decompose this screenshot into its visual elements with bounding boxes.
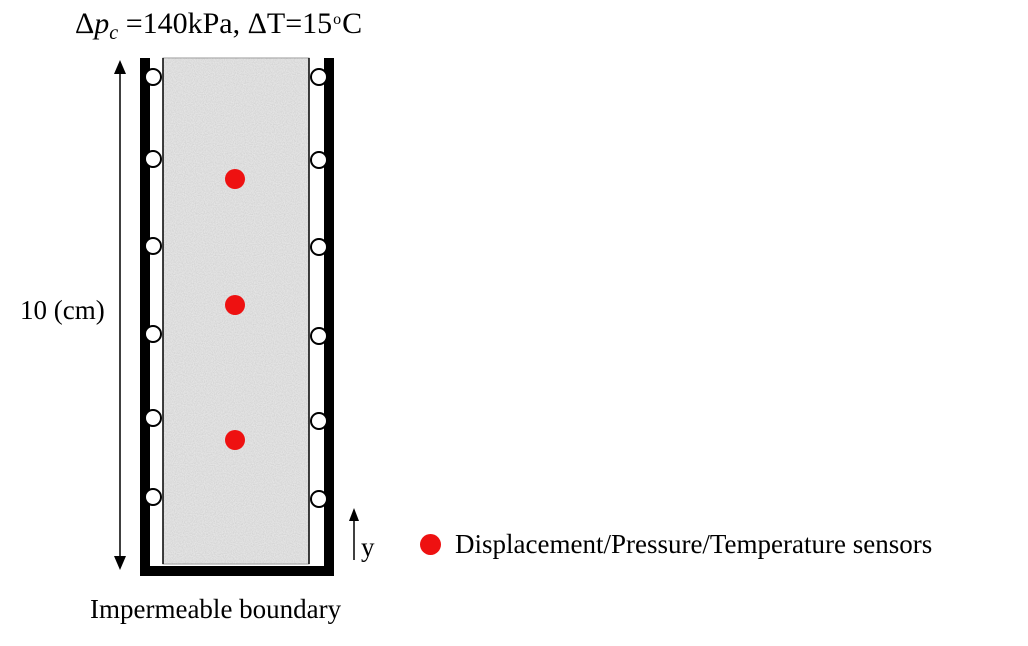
legend-sensor-marker: [420, 533, 441, 555]
boundary-circle: [310, 238, 328, 256]
boundary-circle: [144, 488, 162, 506]
legend-text: Displacement/Pressure/Temperature sensor…: [455, 529, 933, 559]
sensor-bottom: [225, 430, 245, 450]
boundary-circle: [144, 68, 162, 86]
sensor-middle: [225, 295, 245, 315]
y-axis-arrow: [349, 508, 359, 560]
height-label: 10 (cm): [20, 295, 105, 325]
right-boundary-circles: [310, 68, 328, 508]
load-condition-label: Δpc =140kPa, ΔT=15oC: [75, 7, 363, 44]
height-dimension-arrow: [114, 60, 126, 570]
impermeable-boundary-label: Impermeable boundary: [90, 594, 342, 624]
boundary-circle: [310, 327, 328, 345]
left-wall: [140, 58, 150, 574]
left-boundary-circles: [144, 68, 162, 506]
boundary-circle: [310, 151, 328, 169]
boundary-circle: [144, 325, 162, 343]
right-wall: [324, 58, 334, 574]
boundary-circle: [144, 237, 162, 255]
legend: Displacement/Pressure/Temperature sensor…: [420, 528, 932, 560]
y-axis-label: y: [361, 532, 375, 562]
sensor-top: [225, 169, 245, 189]
boundary-circle: [144, 150, 162, 168]
boundary-circle: [310, 68, 328, 86]
boundary-circle: [310, 412, 328, 430]
boundary-circle: [310, 490, 328, 508]
impermeable-base: [140, 566, 334, 576]
boundary-circle: [144, 409, 162, 427]
